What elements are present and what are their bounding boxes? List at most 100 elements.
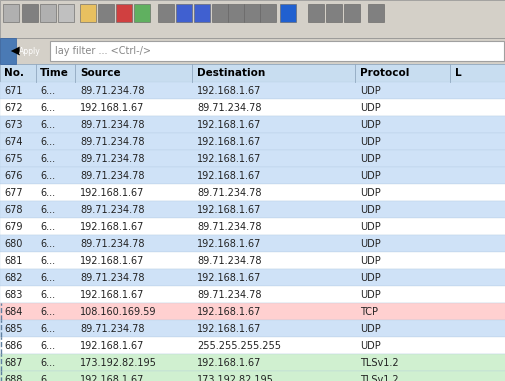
Bar: [0, 99, 505, 116]
Bar: [0, 64, 505, 82]
Text: 192.168.1.67: 192.168.1.67: [196, 239, 261, 249]
Text: TLSv1.2: TLSv1.2: [359, 375, 398, 381]
Text: UDP: UDP: [359, 103, 380, 114]
Bar: [260, 4, 275, 22]
Bar: [325, 4, 341, 22]
Bar: [0, 167, 505, 184]
Bar: [0, 337, 505, 354]
Text: 6...: 6...: [40, 120, 55, 130]
Text: 678: 678: [4, 205, 22, 215]
Text: UDP: UDP: [359, 290, 380, 300]
Text: UDP: UDP: [359, 256, 380, 266]
Text: UDP: UDP: [359, 239, 380, 249]
Bar: [0, 0, 505, 38]
Bar: [243, 4, 260, 22]
Text: 173.192.82.195: 173.192.82.195: [196, 375, 273, 381]
Bar: [116, 4, 132, 22]
Text: UDP: UDP: [359, 171, 380, 181]
Bar: [367, 4, 383, 22]
Text: 89.71.234.78: 89.71.234.78: [196, 223, 261, 232]
Text: L: L: [454, 68, 461, 78]
Bar: [0, 82, 505, 99]
Bar: [228, 4, 243, 22]
Text: 89.71.234.78: 89.71.234.78: [80, 273, 144, 283]
Bar: [0, 38, 505, 64]
Text: 89.71.234.78: 89.71.234.78: [196, 103, 261, 114]
Text: 89.71.234.78: 89.71.234.78: [80, 120, 144, 130]
Text: 681: 681: [4, 256, 22, 266]
Text: 89.71.234.78: 89.71.234.78: [80, 137, 144, 147]
Bar: [58, 4, 74, 22]
Text: 684: 684: [4, 307, 22, 317]
Text: 6...: 6...: [40, 341, 55, 351]
Text: 671: 671: [4, 86, 22, 96]
Text: 675: 675: [4, 154, 23, 164]
Bar: [0, 218, 505, 235]
Bar: [176, 4, 191, 22]
Text: TLSv1.2: TLSv1.2: [359, 359, 398, 368]
Text: 6...: 6...: [40, 324, 55, 335]
Text: 89.71.234.78: 89.71.234.78: [80, 154, 144, 164]
Text: 89.71.234.78: 89.71.234.78: [80, 324, 144, 335]
Text: 192.168.1.67: 192.168.1.67: [80, 341, 144, 351]
Text: Time: Time: [40, 68, 69, 78]
Text: 673: 673: [4, 120, 22, 130]
Text: Source: Source: [80, 68, 120, 78]
Text: 6...: 6...: [40, 223, 55, 232]
Text: 679: 679: [4, 223, 22, 232]
Text: 6...: 6...: [40, 273, 55, 283]
Bar: [98, 4, 114, 22]
Bar: [158, 4, 174, 22]
Text: 192.168.1.67: 192.168.1.67: [80, 256, 144, 266]
Text: 173.192.82.195: 173.192.82.195: [80, 359, 157, 368]
Text: 6...: 6...: [40, 307, 55, 317]
Text: 676: 676: [4, 171, 22, 181]
Bar: [0, 320, 505, 337]
Bar: [0, 303, 505, 320]
Text: 192.168.1.67: 192.168.1.67: [80, 223, 144, 232]
Bar: [343, 4, 359, 22]
Bar: [0, 116, 505, 133]
Text: 6...: 6...: [40, 239, 55, 249]
Text: 6...: 6...: [40, 103, 55, 114]
Bar: [193, 4, 210, 22]
Bar: [134, 4, 149, 22]
Text: 680: 680: [4, 239, 22, 249]
Bar: [0, 354, 505, 371]
Text: 683: 683: [4, 290, 22, 300]
Bar: [0, 235, 505, 252]
Text: No.: No.: [4, 68, 24, 78]
Bar: [0, 150, 505, 167]
Text: 6...: 6...: [40, 290, 55, 300]
Text: 192.168.1.67: 192.168.1.67: [196, 86, 261, 96]
Text: 192.168.1.67: 192.168.1.67: [80, 375, 144, 381]
Text: 682: 682: [4, 273, 22, 283]
Text: 192.168.1.67: 192.168.1.67: [80, 188, 144, 199]
Text: UDP: UDP: [359, 273, 380, 283]
Bar: [0, 252, 505, 269]
Text: UDP: UDP: [359, 223, 380, 232]
Text: 6...: 6...: [40, 375, 55, 381]
Text: 192.168.1.67: 192.168.1.67: [196, 307, 261, 317]
Text: UDP: UDP: [359, 205, 380, 215]
Text: 6...: 6...: [40, 359, 55, 368]
Text: UDP: UDP: [359, 120, 380, 130]
Text: 192.168.1.67: 192.168.1.67: [196, 137, 261, 147]
Text: 89.71.234.78: 89.71.234.78: [196, 256, 261, 266]
Text: 685: 685: [4, 324, 22, 335]
Bar: [308, 4, 323, 22]
Text: UDP: UDP: [359, 137, 380, 147]
Text: 89.71.234.78: 89.71.234.78: [80, 205, 144, 215]
Bar: [22, 4, 38, 22]
Text: 192.168.1.67: 192.168.1.67: [196, 120, 261, 130]
Bar: [0, 371, 505, 381]
Text: 89.71.234.78: 89.71.234.78: [80, 239, 144, 249]
Text: lay filter ... <Ctrl-/>: lay filter ... <Ctrl-/>: [55, 46, 150, 56]
Text: 192.168.1.67: 192.168.1.67: [80, 103, 144, 114]
Text: UDP: UDP: [359, 324, 380, 335]
Text: 192.168.1.67: 192.168.1.67: [196, 154, 261, 164]
Text: TCP: TCP: [359, 307, 377, 317]
Text: 6...: 6...: [40, 171, 55, 181]
Text: 192.168.1.67: 192.168.1.67: [196, 205, 261, 215]
Text: 192.168.1.67: 192.168.1.67: [196, 359, 261, 368]
